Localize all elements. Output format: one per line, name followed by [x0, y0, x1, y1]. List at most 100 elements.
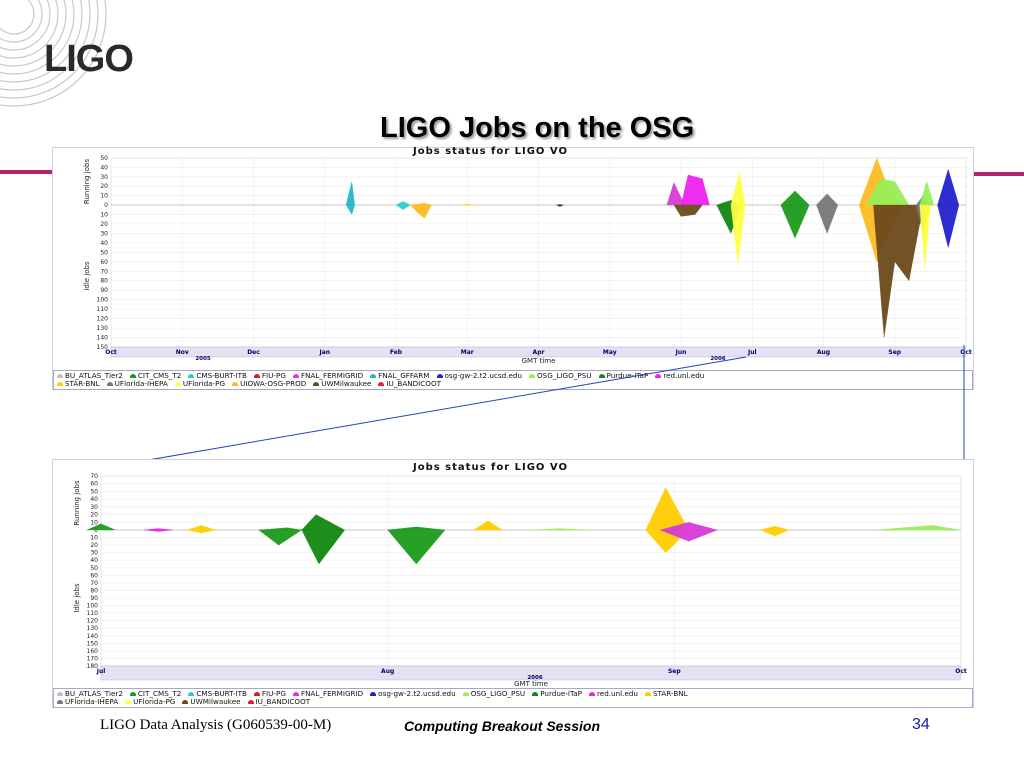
legend-swatch-icon — [436, 374, 443, 378]
legend-swatch-icon — [313, 382, 320, 386]
area-idle-cms-burt-itb — [395, 204, 411, 210]
legend-entry: OSG_LIGO_PSU — [462, 689, 526, 698]
x-tick-label: Mar — [461, 349, 474, 356]
legend-swatch-icon — [182, 700, 189, 704]
y-tick-label-running: 40 — [90, 496, 98, 503]
legend-swatch-icon — [370, 692, 377, 696]
x-tick-label: Jul — [747, 349, 757, 356]
y-tick-label-idle: 30 — [90, 550, 98, 557]
area-idle-cit-cms-t2 — [258, 529, 303, 546]
legend-label: OSG_LIGO_PSU — [537, 371, 592, 380]
x-tick-label: Dec — [247, 349, 260, 356]
y-tick-label-running: 60 — [90, 481, 98, 488]
legend-label: CMS-BURT-ITB — [196, 689, 247, 698]
accent-line-right — [972, 172, 1024, 176]
legend-entry: BU_ATLAS_Tier2 — [57, 371, 123, 380]
x-year-label: 2005 — [195, 356, 210, 362]
legend-entry: CMS-BURT-ITB — [188, 689, 247, 698]
y-tick-label-idle: 170 — [87, 655, 99, 662]
slide-title: LIGO Jobs on the OSG — [380, 112, 695, 144]
legend-label: UWMilwaukee — [321, 379, 372, 388]
x-tick-label: Apr — [533, 349, 545, 356]
x-axis-label: GMT time — [514, 680, 548, 688]
area-idle-fnal-gffarm — [345, 204, 355, 215]
y-tick-label-idle: 80 — [90, 587, 98, 594]
legend-entry: red.unl.edu — [588, 689, 638, 698]
footer-session: Computing Breakout Session — [404, 718, 601, 734]
area-running-cit-cms-t2 — [86, 523, 116, 531]
x-tick-label: Sep — [888, 349, 901, 356]
y-tick-label-running: 0 — [104, 202, 108, 209]
y-tick-label-idle: 20 — [100, 221, 108, 228]
legend-swatch-icon — [247, 700, 254, 704]
y-tick-label-idle: 60 — [100, 259, 108, 266]
legend-label: Purdue-ITaP — [606, 371, 649, 380]
page-number: 34 — [912, 716, 930, 733]
y-tick-label-running: 10 — [90, 519, 98, 526]
legend-label: IU_BANDICOOT — [386, 379, 442, 388]
y-tick-label-running: 20 — [100, 183, 108, 190]
legend-row: UFlorida-IHEPA UFlorida-PG UWMilwaukee IU_B… — [57, 697, 317, 706]
y-tick-label-idle: 30 — [100, 230, 108, 237]
legend-entry: IU_BANDICOOT — [247, 697, 310, 706]
legend-label: BU_ATLAS_Tier2 — [65, 371, 123, 380]
legend-entry: osg-gw-2.t2.ucsd.edu — [436, 371, 523, 380]
ligo-logo-swirl-icon — [0, 0, 107, 107]
legend-label: STAR-BNL — [65, 379, 100, 388]
y-tick-label-idle: 50 — [100, 249, 108, 256]
x-year-label: 2006 — [527, 675, 542, 681]
x-year-label: 2006 — [710, 356, 725, 362]
y-tick-label-idle: 90 — [100, 287, 108, 294]
legend-entry: FIU-PG — [253, 689, 286, 698]
legend-swatch-icon — [644, 692, 651, 696]
legend-label: red.unl.edu — [596, 689, 638, 698]
legend-label: red.unl.edu — [663, 371, 705, 380]
legend-entry: UFlorida-IHEPA — [57, 697, 118, 706]
x-tick-label: Aug — [817, 349, 830, 356]
legend-swatch-icon — [106, 382, 113, 386]
legend-label: osg-gw-2.t2.ucsd.edu — [444, 371, 523, 380]
x-tick-label: Oct — [955, 668, 967, 675]
legend-label: FIU-PG — [261, 689, 286, 698]
area-idle-star-bnl — [186, 529, 216, 534]
legend-label: OSG_LIGO_PSU — [470, 689, 526, 698]
legend-swatch-icon — [253, 692, 260, 696]
y-axis-label-running: Running jobs — [73, 480, 81, 526]
x-tick-label: Jan — [318, 349, 330, 356]
chart-legend-top: BU_ATLAS_Tier2 CIT_CMS_T2 CMS-BURT-ITB FIU-… — [53, 370, 973, 390]
legend-swatch-icon — [188, 692, 195, 696]
y-tick-label-idle: 130 — [87, 625, 99, 632]
footer-document-id: LIGO Data Analysis (G060539-00-M) — [100, 717, 332, 733]
legend-label: UFlorida-PG — [182, 379, 226, 388]
x-tick-label: Oct — [960, 349, 972, 356]
legend-swatch-icon — [462, 692, 469, 696]
legend-label: UWMilwaukee — [190, 697, 241, 706]
x-axis-band — [100, 665, 962, 681]
legend-swatch-icon — [598, 374, 605, 378]
area-idle-fnal-fermigrid — [659, 529, 718, 542]
legend-swatch-icon — [129, 692, 136, 696]
y-tick-label-idle: 70 — [90, 580, 98, 587]
chart-title: Jobs status for LIGO VO — [413, 146, 568, 157]
x-tick-label: Aug — [381, 668, 394, 675]
accent-line-left — [0, 170, 52, 174]
x-tick-label: Nov — [176, 349, 189, 356]
y-tick-label-idle: 40 — [90, 557, 98, 564]
y-tick-label-running: 30 — [100, 174, 108, 181]
legend-swatch-icon — [292, 692, 299, 696]
y-tick-label-idle: 100 — [97, 297, 109, 304]
y-tick-label-idle: 10 — [90, 535, 98, 542]
y-tick-label-running: 10 — [100, 193, 108, 200]
x-tick-label: Oct — [105, 349, 117, 356]
area-idle-red-unl-edu — [143, 529, 173, 532]
y-tick-label-idle: 70 — [100, 268, 108, 275]
y-axis-label-idle: Idle jobs — [83, 261, 91, 291]
area-idle-uflorida-ihepa — [816, 204, 839, 234]
legend-swatch-icon — [174, 382, 181, 386]
area-idle-uwmilwaukee — [873, 204, 924, 338]
legend-row: BU_ATLAS_Tier2 CIT_CMS_T2 CMS-BURT-ITB FIU-… — [57, 689, 695, 698]
y-tick-label-idle: 120 — [97, 316, 109, 323]
chart-svg-top: 0 10 20 30 40 50 10 20 30 40 50 60 70 80 90 100 110 120 13… — [83, 155, 972, 365]
area-idle-uwmilwaukee — [673, 204, 703, 217]
y-tick-label-running: 40 — [100, 164, 108, 171]
